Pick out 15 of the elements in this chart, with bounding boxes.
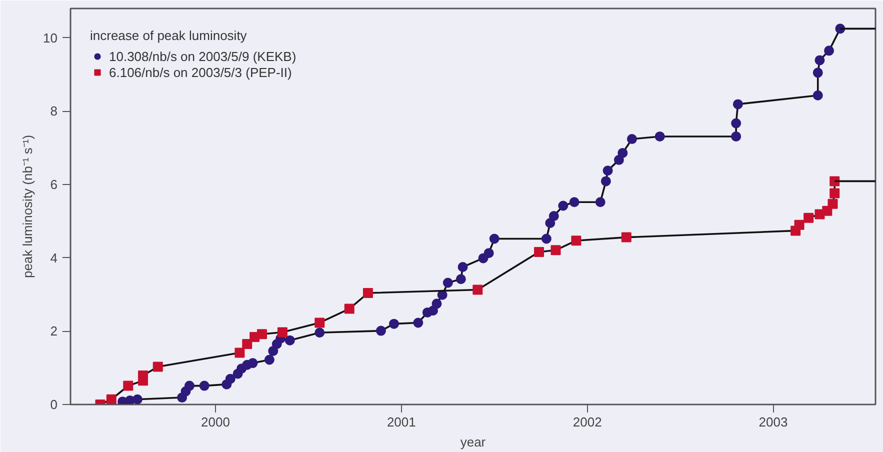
x-axis-title: year [460, 434, 486, 450]
legend-label: 10.308/nb/s on 2003/5/9 (KEKB) [109, 48, 296, 64]
x-tick-label: 2003 [758, 414, 788, 430]
y-axis-title: peak luminosity (nb⁻¹ s⁻¹) [20, 134, 36, 278]
legend-label: 6.106/nb/s on 2003/5/3 (PEP-II) [109, 64, 292, 80]
y-tick-label: 6 [50, 177, 58, 192]
legend-title: increase of peak luminosity [90, 28, 248, 43]
x-tick-label: 2002 [572, 414, 602, 430]
y-tick-label: 0 [50, 397, 58, 412]
x-tick-label: 2000 [201, 414, 230, 430]
x-tick-label: 2001 [386, 414, 416, 430]
y-tick-label: 4 [50, 250, 58, 266]
y-tick-label: 2 [50, 324, 58, 339]
y-tick-label: 8 [50, 104, 58, 119]
y-tick-label: 10 [43, 30, 58, 46]
